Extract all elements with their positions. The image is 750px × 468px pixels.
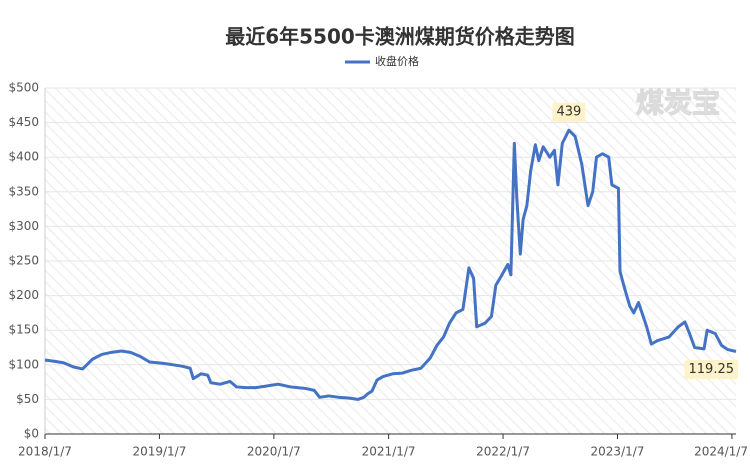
data-label-bg bbox=[552, 102, 586, 122]
x-tick-label: 2019/1/7 bbox=[132, 445, 186, 459]
y-tick-label: $350 bbox=[8, 184, 39, 198]
legend-label: 收盘价格 bbox=[375, 54, 419, 68]
line-series bbox=[44, 128, 737, 401]
x-tick-label: 2018/1/7 bbox=[18, 445, 72, 459]
y-tick-label: $500 bbox=[8, 81, 39, 95]
y-tick-label: $150 bbox=[8, 323, 39, 337]
x-tick-label: 2020/1/7 bbox=[247, 445, 301, 459]
y-tick-label: $250 bbox=[8, 254, 39, 268]
data-label: 119.25 bbox=[689, 362, 735, 377]
watermark: 煤炭宝 bbox=[636, 86, 720, 119]
x-tick-label: 2021/1/7 bbox=[362, 445, 416, 459]
x-tick-label: 2024/1/7 bbox=[694, 445, 748, 459]
y-tick-label: $50 bbox=[16, 392, 39, 406]
y-tick-label: $300 bbox=[8, 219, 39, 233]
y-tick-label: $400 bbox=[8, 150, 39, 164]
y-tick-label: $0 bbox=[24, 427, 39, 441]
x-tick-label: 2023/1/7 bbox=[591, 445, 645, 459]
y-tick-label: $200 bbox=[8, 288, 39, 302]
x-tick-label: 2022/1/7 bbox=[476, 445, 530, 459]
chart-title: 最近6年5500卡澳洲煤期货价格走势图 bbox=[225, 25, 575, 49]
y-tick-label: $450 bbox=[8, 115, 39, 129]
data-label-bg bbox=[684, 359, 738, 379]
y-tick-label: $100 bbox=[8, 357, 39, 371]
data-label: 439 bbox=[556, 105, 581, 120]
